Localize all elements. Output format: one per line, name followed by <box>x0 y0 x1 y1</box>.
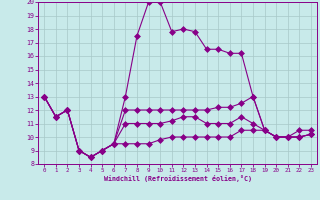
X-axis label: Windchill (Refroidissement éolien,°C): Windchill (Refroidissement éolien,°C) <box>104 175 252 182</box>
